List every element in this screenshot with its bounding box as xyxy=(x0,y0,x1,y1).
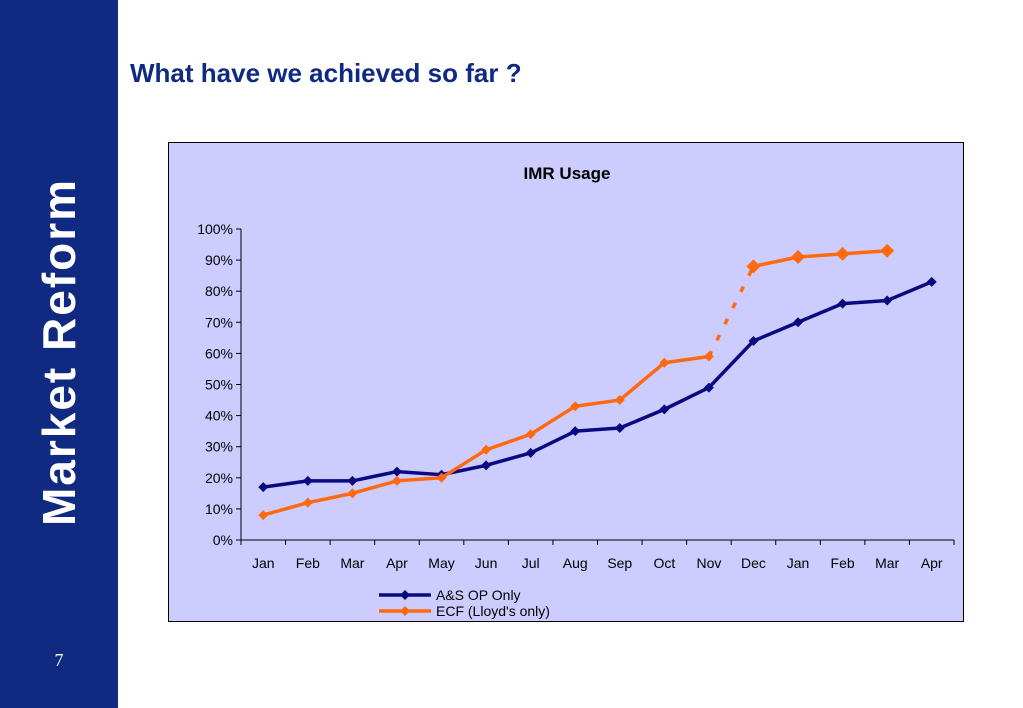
legend-marker-1 xyxy=(400,606,410,616)
x-tick-label: Apr xyxy=(921,555,943,571)
sidebar-title: Market Reform xyxy=(33,177,85,527)
series-0-point xyxy=(570,426,581,437)
x-tick-label: Jul xyxy=(522,555,540,571)
series-line-0 xyxy=(263,280,933,489)
series-0-point xyxy=(391,466,402,477)
x-tick-label: Sep xyxy=(607,555,632,571)
series-1-point xyxy=(481,444,492,455)
x-tick-label: Jun xyxy=(475,555,498,571)
series-0-point xyxy=(703,382,714,393)
series-0-point xyxy=(258,482,269,493)
y-tick-label: 20% xyxy=(205,470,233,486)
y-tick-label: 90% xyxy=(205,252,233,268)
series-1-point xyxy=(436,472,447,483)
legend-marker-0 xyxy=(400,590,410,600)
series-1-point xyxy=(258,510,269,521)
series-0-point xyxy=(837,298,848,309)
x-tick-label: Oct xyxy=(653,555,675,571)
chart-svg: IMR Usage 0% 10% 20% 30% 40% 50% 60% 70% 80% 90% 10… xyxy=(197,164,955,619)
series-1-point xyxy=(703,351,714,362)
series-1-point xyxy=(659,357,670,368)
page-title: What have we achieved so far ? xyxy=(130,58,522,88)
x-tick-label: Feb xyxy=(831,555,855,571)
y-tick-label: 60% xyxy=(205,345,233,361)
x-tick-label: Aug xyxy=(563,555,588,571)
y-tick-label: 80% xyxy=(205,283,233,299)
series-1-point xyxy=(391,475,402,486)
series-0-point xyxy=(882,295,893,306)
page-number: 7 xyxy=(54,650,64,670)
x-tick-label: Dec xyxy=(741,555,766,571)
series-line-1 xyxy=(753,249,888,269)
series-1-point xyxy=(791,249,806,264)
x-tick-label: Nov xyxy=(696,555,721,571)
y-tick-label: 40% xyxy=(205,408,233,424)
x-tick-label: Mar xyxy=(875,555,899,571)
y-tick-label: 0% xyxy=(213,532,233,548)
series-0-point xyxy=(926,276,937,287)
x-tick-label: Jan xyxy=(787,555,810,571)
series-1-point xyxy=(746,259,761,274)
chart-title: IMR Usage xyxy=(524,164,611,183)
series-1-point xyxy=(614,395,625,406)
x-tick-label: Apr xyxy=(386,555,408,571)
series-0-point xyxy=(347,475,358,486)
y-tick-label: 70% xyxy=(205,314,233,330)
series-dashed-gap-1 xyxy=(707,265,756,358)
y-tick-label: 10% xyxy=(205,501,233,517)
series-1-point xyxy=(525,429,536,440)
series-0-point xyxy=(659,404,670,415)
legend-label-1: ECF (Lloyd's only) xyxy=(436,603,550,619)
y-tick-label: 30% xyxy=(205,439,233,455)
series-0-point xyxy=(793,317,804,328)
x-tick-label: Jan xyxy=(252,555,275,571)
x-tick-label: Feb xyxy=(296,555,320,571)
x-tick-label: May xyxy=(428,555,454,571)
series-0-point xyxy=(614,423,625,434)
series-0-point xyxy=(302,475,313,486)
series-1-point xyxy=(835,246,850,261)
series-1-point xyxy=(880,243,895,258)
series-1-point xyxy=(570,401,581,412)
sidebar: Market Reform 7 xyxy=(0,0,118,708)
series-line-1 xyxy=(262,354,710,517)
legend-label-0: A&S OP Only xyxy=(436,587,521,603)
y-tick-label: 50% xyxy=(205,377,233,393)
series-0-point xyxy=(481,460,492,471)
series-1-point xyxy=(347,488,358,499)
series-0-point xyxy=(525,447,536,458)
x-tick-label: Mar xyxy=(340,555,364,571)
series-1-point xyxy=(302,497,313,508)
chart-area: IMR Usage 0% 10% 20% 30% 40% 50% 60% 70% 80% 90% 10… xyxy=(168,142,964,622)
series-0-point xyxy=(748,335,759,346)
y-tick-label: 100% xyxy=(197,221,233,237)
